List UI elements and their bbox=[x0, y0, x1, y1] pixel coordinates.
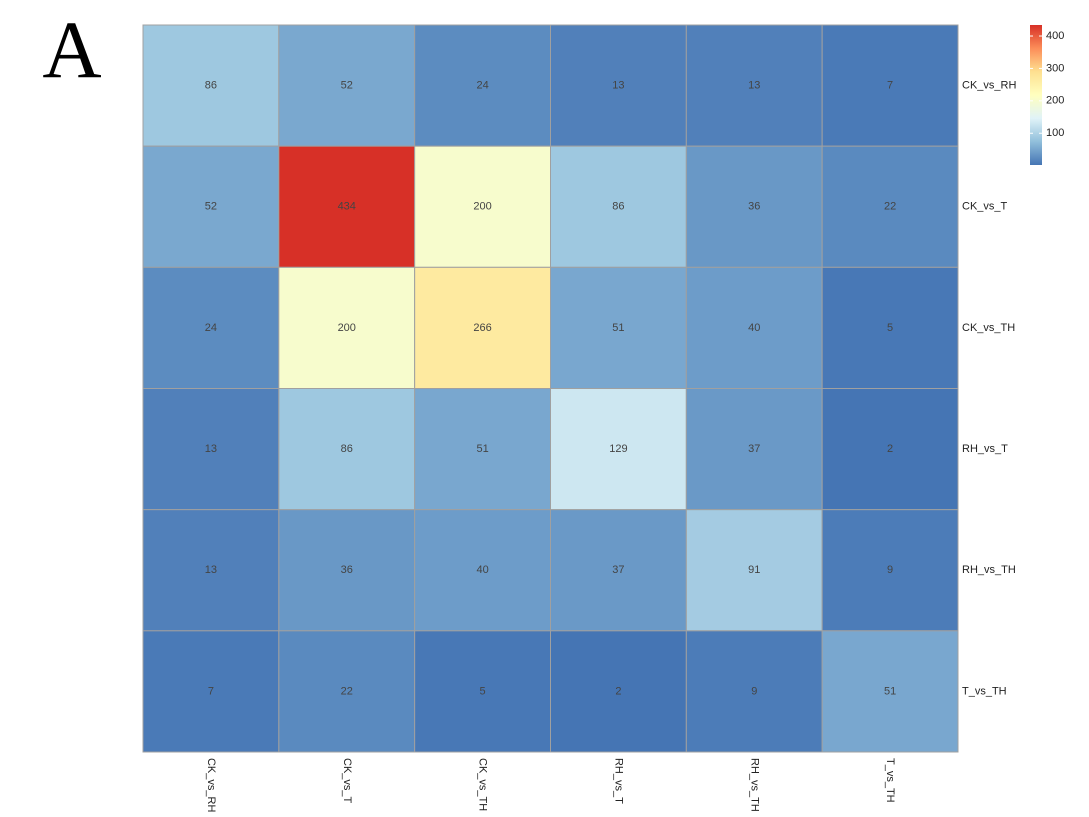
colorbar-tick-label: 100 bbox=[1046, 127, 1064, 139]
cell-value: 86 bbox=[612, 201, 624, 213]
cell-value: 86 bbox=[205, 79, 217, 91]
heatmap-cell bbox=[550, 388, 687, 511]
row-label: RH_vs_TH bbox=[962, 564, 1016, 576]
heatmap-cell bbox=[278, 388, 416, 511]
column-label: T_vs_TH bbox=[884, 758, 896, 803]
heatmap-cell bbox=[278, 266, 416, 390]
cell-value: 86 bbox=[341, 443, 353, 455]
heatmap-cell bbox=[142, 630, 280, 753]
column-label: RH_vs_TH bbox=[748, 758, 760, 812]
panel-label: A bbox=[42, 4, 101, 95]
cell-value: 129 bbox=[609, 443, 627, 455]
cell-value: 91 bbox=[748, 564, 760, 576]
heatmap-cell bbox=[821, 266, 959, 390]
cell-value: 40 bbox=[476, 564, 488, 576]
column-label: CK_vs_TH bbox=[477, 758, 489, 811]
cell-value: 13 bbox=[612, 79, 624, 91]
heatmap-cell bbox=[685, 24, 823, 147]
heatmap-cell bbox=[550, 509, 687, 632]
cell-value: 36 bbox=[341, 564, 353, 576]
cell-value: 5 bbox=[480, 685, 486, 697]
heatmap-cell bbox=[142, 388, 280, 511]
heatmap-cell bbox=[278, 24, 416, 147]
row-label: RH_vs_T bbox=[962, 443, 1008, 455]
heatmap-cell bbox=[821, 145, 959, 268]
heatmap-cell bbox=[142, 24, 280, 147]
heatmap-cell bbox=[278, 145, 416, 268]
cell-value: 36 bbox=[748, 201, 760, 213]
heatmap-cell bbox=[685, 630, 823, 753]
heatmap-cell bbox=[142, 266, 280, 390]
cell-value: 13 bbox=[748, 79, 760, 91]
cell-value: 37 bbox=[612, 564, 624, 576]
cell-value: 200 bbox=[473, 201, 491, 213]
heatmap-cell bbox=[414, 509, 551, 632]
colorbar-tick-label: 200 bbox=[1046, 95, 1064, 107]
heatmap-cell bbox=[142, 509, 280, 632]
column-label: RH_vs_T bbox=[613, 758, 625, 804]
heatmap-cell bbox=[685, 388, 823, 511]
cell-value: 434 bbox=[338, 201, 356, 213]
cell-value: 13 bbox=[205, 443, 217, 455]
cell-value: 40 bbox=[748, 322, 760, 334]
column-label: CK_vs_RH bbox=[205, 758, 217, 812]
cell-value: 7 bbox=[208, 685, 214, 697]
heatmap-cell bbox=[821, 388, 959, 511]
heatmap-cell bbox=[550, 145, 687, 268]
cell-value: 2 bbox=[887, 443, 893, 455]
row-label: CK_vs_T bbox=[962, 201, 1008, 213]
cell-value: 7 bbox=[887, 79, 893, 91]
cell-value: 52 bbox=[341, 79, 353, 91]
cell-value: 2 bbox=[615, 685, 621, 697]
cell-value: 13 bbox=[205, 564, 217, 576]
cell-value: 24 bbox=[476, 79, 488, 91]
heatmap-cell bbox=[550, 630, 687, 753]
colorbar-tick-label: 400 bbox=[1046, 30, 1064, 42]
cell-value: 51 bbox=[612, 322, 624, 334]
cell-value: 266 bbox=[473, 322, 491, 334]
heatmap-cell bbox=[550, 266, 687, 390]
row-label: CK_vs_TH bbox=[962, 322, 1015, 334]
row-label: T_vs_TH bbox=[962, 685, 1007, 697]
row-label: CK_vs_RH bbox=[962, 79, 1016, 91]
cell-value: 24 bbox=[205, 322, 217, 334]
heatmap-cell bbox=[414, 24, 551, 147]
cell-value: 9 bbox=[751, 685, 757, 697]
heatmap-cell bbox=[414, 266, 551, 390]
cell-value: 9 bbox=[887, 564, 893, 576]
cell-value: 200 bbox=[338, 322, 356, 334]
column-label: CK_vs_T bbox=[341, 758, 353, 804]
heatmap-cell bbox=[550, 24, 687, 147]
heatmap-cell bbox=[821, 24, 959, 147]
cell-value: 22 bbox=[884, 201, 896, 213]
colorbar-tick-label: 300 bbox=[1046, 62, 1064, 74]
cell-value: 51 bbox=[476, 443, 488, 455]
cell-value: 5 bbox=[887, 322, 893, 334]
heatmap-cell bbox=[685, 509, 823, 632]
heatmap-cell bbox=[414, 388, 551, 511]
cell-value: 52 bbox=[205, 201, 217, 213]
cell-value: 37 bbox=[748, 443, 760, 455]
cell-value: 22 bbox=[341, 685, 353, 697]
colorbar bbox=[1030, 25, 1042, 165]
heatmap-cell bbox=[685, 266, 823, 390]
cell-value: 51 bbox=[884, 685, 896, 697]
heatmap-cell bbox=[821, 509, 959, 632]
heatmap-cell bbox=[821, 630, 959, 753]
